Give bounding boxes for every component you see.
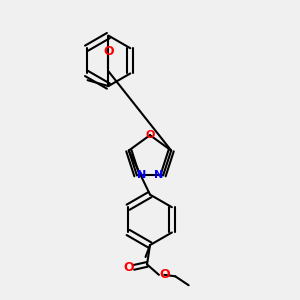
Text: O: O: [103, 45, 114, 58]
Text: O: O: [145, 130, 155, 140]
Text: O: O: [123, 261, 134, 274]
Text: N: N: [154, 170, 163, 181]
Text: N: N: [137, 170, 146, 181]
Text: O: O: [159, 268, 169, 281]
